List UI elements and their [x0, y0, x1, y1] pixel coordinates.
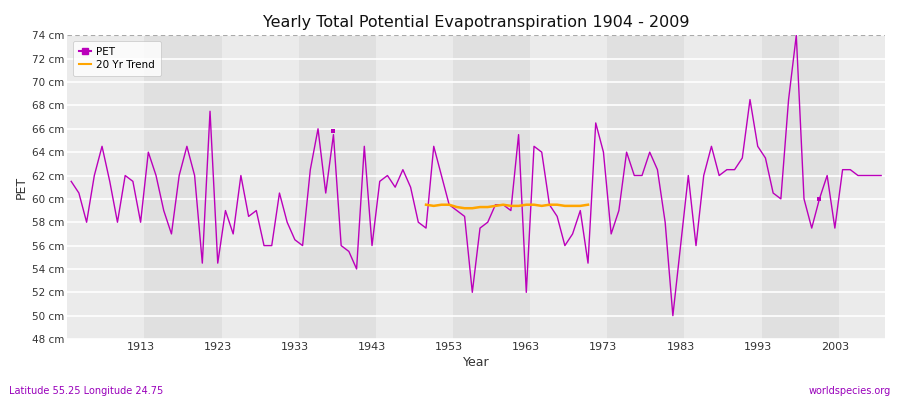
Legend: PET, 20 Yr Trend: PET, 20 Yr Trend	[73, 40, 161, 76]
Bar	[684, 35, 761, 339]
Bar	[761, 35, 839, 339]
Y-axis label: PET: PET	[15, 176, 28, 199]
Text: worldspecies.org: worldspecies.org	[809, 386, 891, 396]
Bar	[68, 35, 145, 339]
Bar	[453, 35, 530, 339]
Bar	[608, 35, 684, 339]
Bar	[221, 35, 299, 339]
Bar	[839, 35, 885, 339]
X-axis label: Year: Year	[463, 356, 490, 369]
Bar	[376, 35, 453, 339]
Title: Yearly Total Potential Evapotranspiration 1904 - 2009: Yearly Total Potential Evapotranspiratio…	[263, 15, 689, 30]
Bar	[299, 35, 376, 339]
Text: Latitude 55.25 Longitude 24.75: Latitude 55.25 Longitude 24.75	[9, 386, 163, 396]
Bar	[145, 35, 221, 339]
Bar	[530, 35, 608, 339]
